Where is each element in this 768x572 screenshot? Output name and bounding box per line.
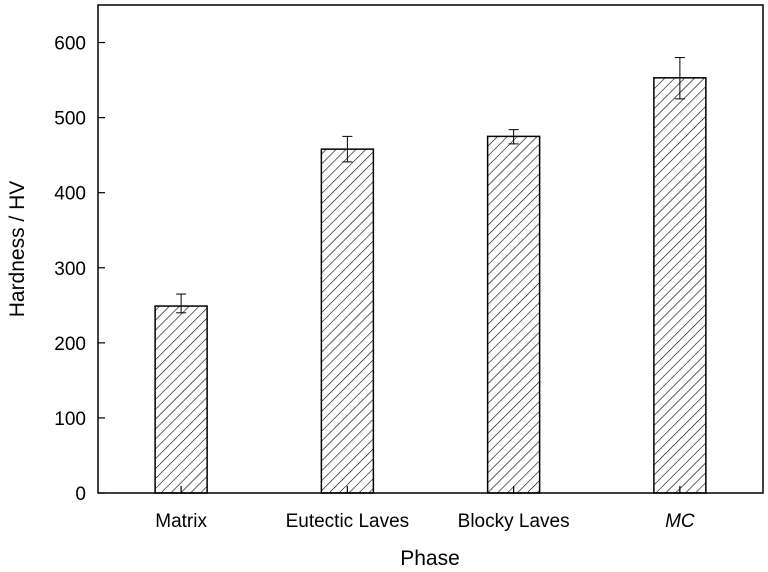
y-tick-label: 600: [54, 34, 86, 55]
y-tick-label: 400: [54, 184, 86, 205]
y-tick-label: 0: [75, 484, 86, 505]
y-tick-label: 100: [54, 409, 86, 430]
x-tick-label: Blocky Laves: [458, 511, 570, 532]
x-axis: Matrix Eutectic Laves Blocky Laves MC: [155, 486, 695, 532]
y-tick-label: 200: [54, 334, 86, 355]
bar: [486, 135, 541, 494]
bar: [653, 77, 707, 494]
bar: [320, 148, 375, 494]
y-tick-label: 500: [54, 109, 86, 130]
plot-frame: [97, 4, 764, 494]
bars: [154, 57, 707, 494]
x-axis-title: Phase: [400, 547, 460, 570]
x-tick-label: Matrix: [155, 511, 207, 532]
y-tick-label: 300: [54, 259, 86, 280]
bar: [154, 305, 208, 494]
y-axis: 0 100 200 300 400 500 600: [54, 34, 105, 505]
y-axis-title: Hardness / HV: [6, 181, 29, 318]
x-tick-label: MC: [665, 511, 695, 532]
x-tick-label: Eutectic Laves: [286, 511, 410, 532]
